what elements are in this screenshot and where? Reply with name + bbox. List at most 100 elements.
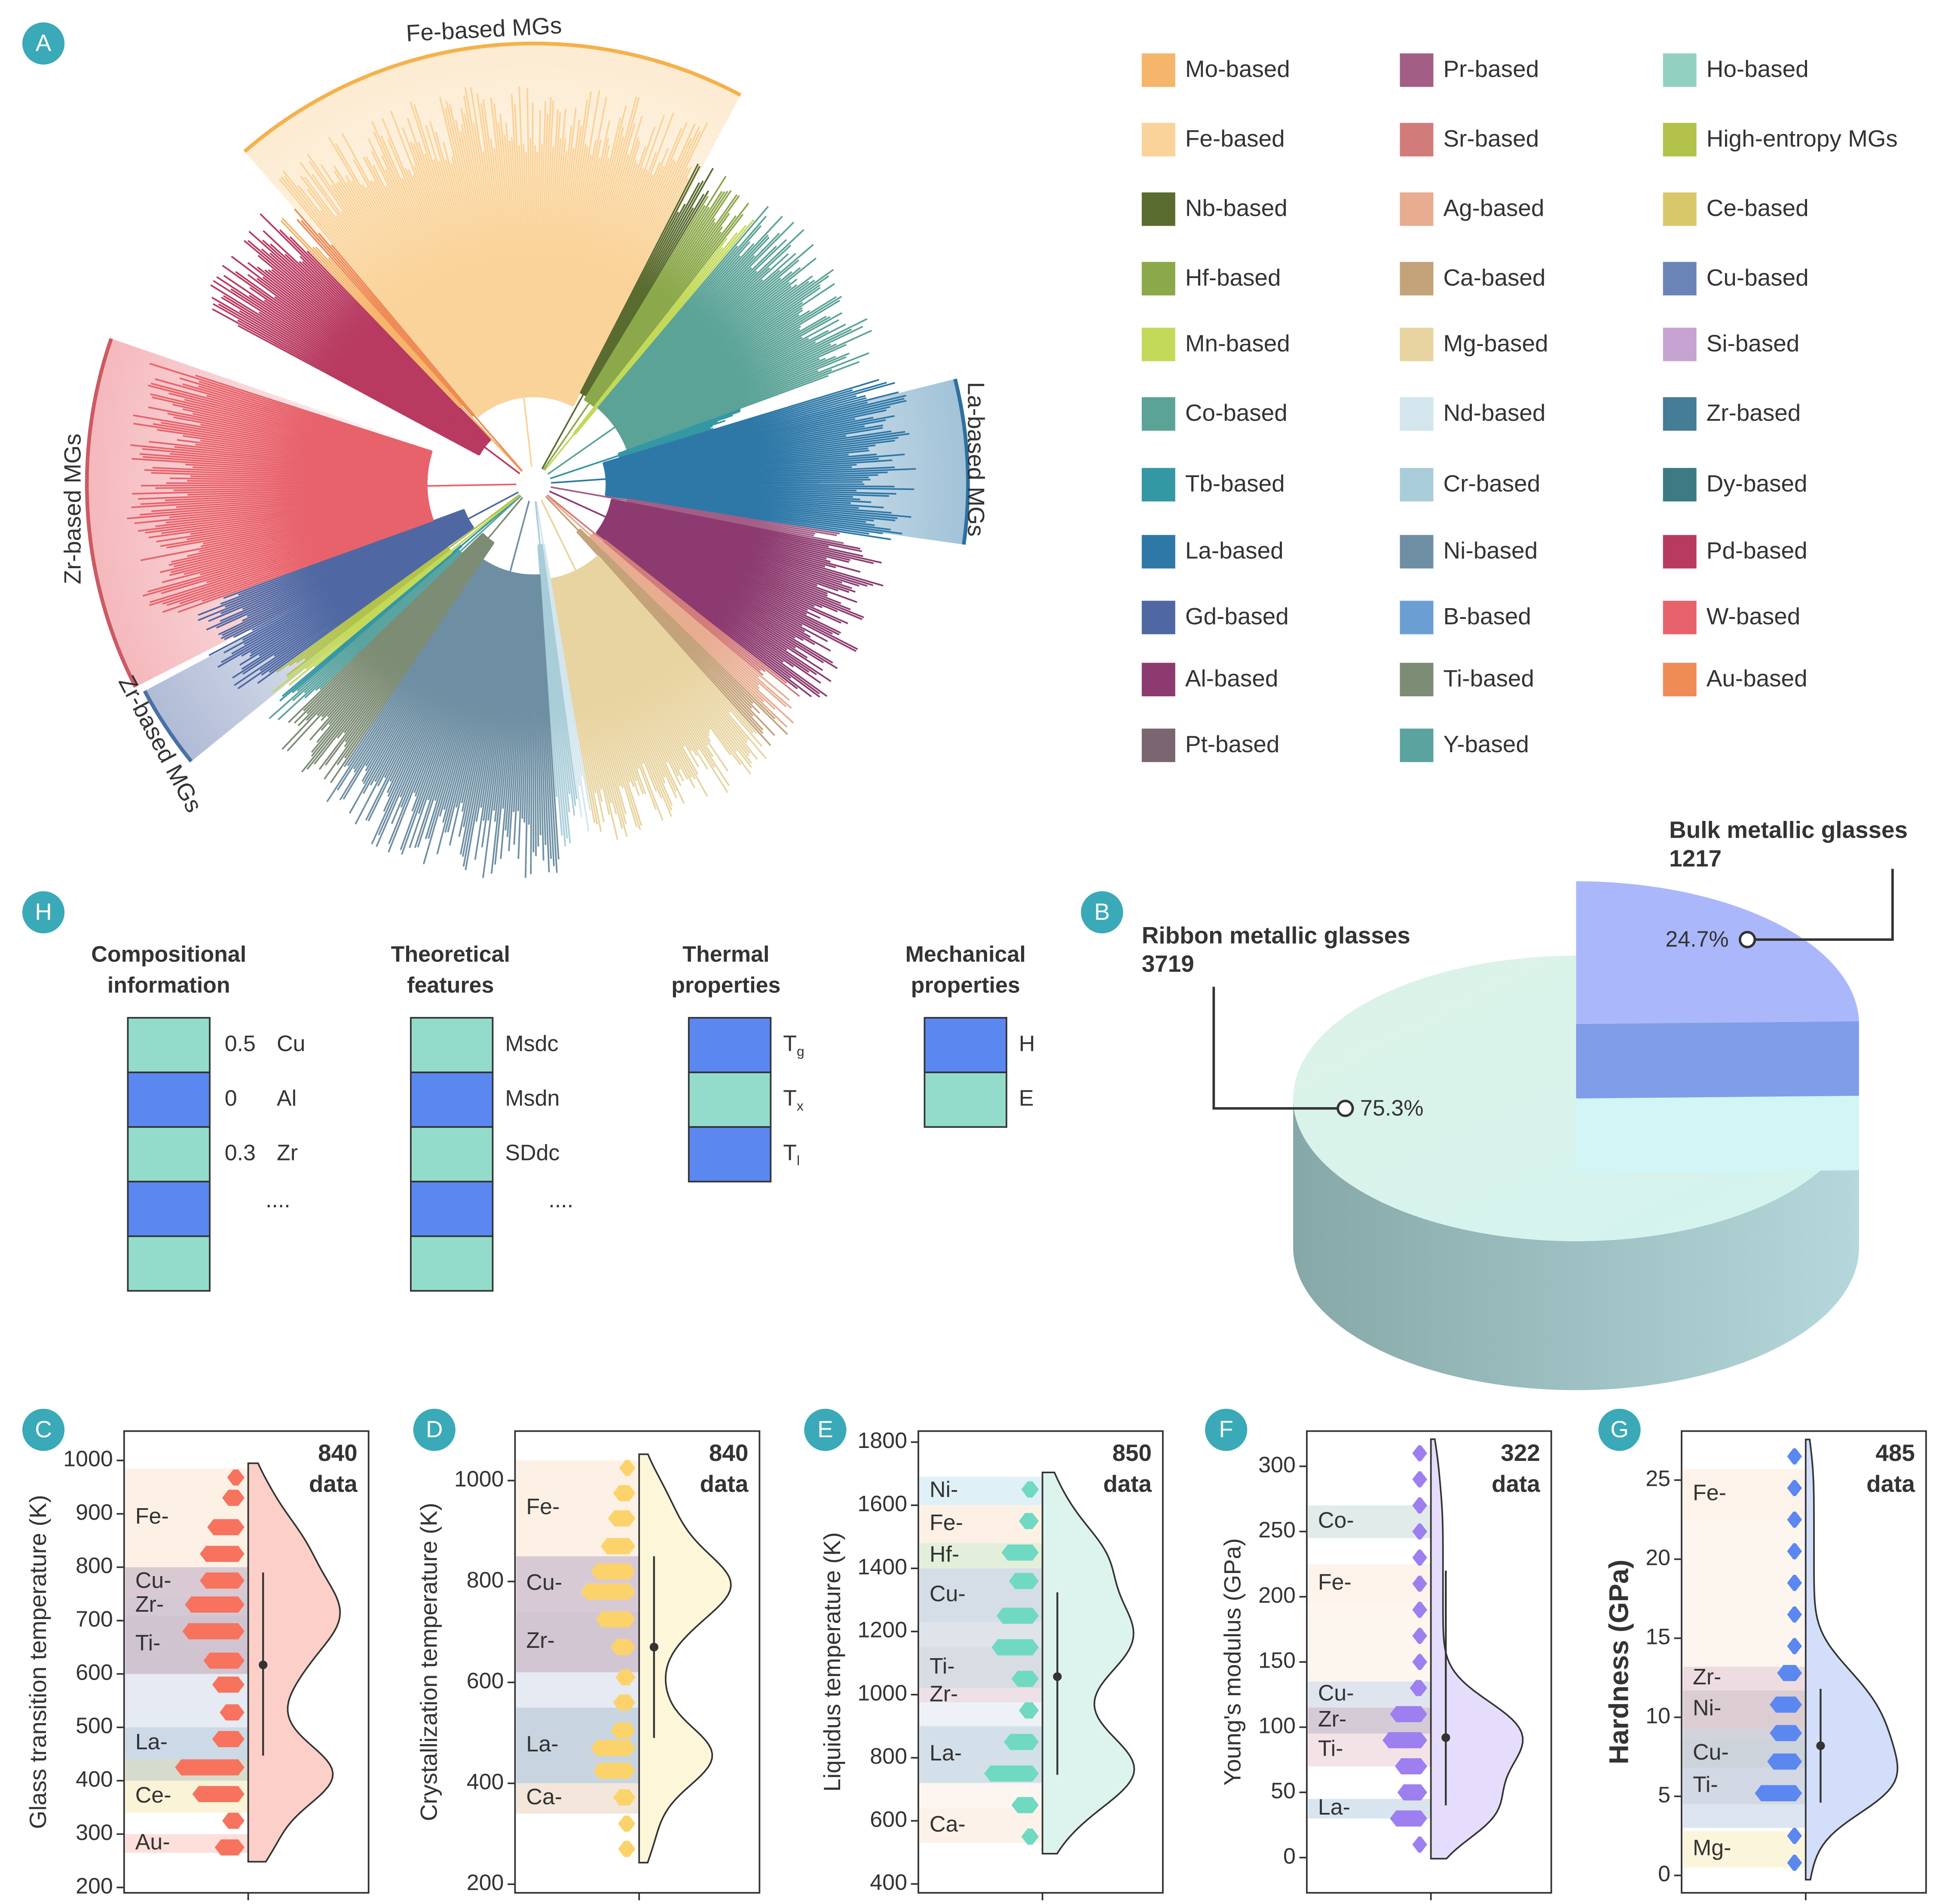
band-label: La-	[135, 1730, 168, 1754]
tree-branch	[590, 536, 794, 724]
tree-branch	[562, 115, 665, 402]
tree-branch	[621, 422, 624, 425]
tree-branch	[511, 94, 530, 397]
tree-branch	[598, 529, 821, 684]
tree-branch	[378, 567, 498, 836]
subscript: x	[797, 1098, 804, 1114]
tree-branch	[477, 395, 574, 418]
tree-branch	[566, 575, 646, 795]
tree-branch	[621, 330, 829, 439]
tree-branch	[296, 219, 474, 416]
tree-clade	[550, 409, 741, 480]
tree-branch	[509, 500, 530, 572]
tree-branch	[673, 379, 676, 381]
tree-branch	[612, 279, 798, 424]
tree-branch	[677, 606, 679, 609]
tree-branch	[460, 561, 462, 563]
tree-branch	[606, 515, 848, 624]
tree-branch	[387, 566, 496, 797]
tree-branch	[449, 386, 451, 389]
tree-branch	[592, 215, 737, 406]
histogram-bar	[610, 1639, 636, 1655]
tree-branch	[609, 259, 799, 420]
tree-branch	[494, 575, 526, 865]
tree-branch	[195, 374, 432, 452]
tree-branch	[563, 169, 648, 402]
tree-branch	[571, 168, 689, 406]
y-axis-label: Young's modulus (GPa)	[1219, 1538, 1245, 1786]
legend-label: Co-based	[1185, 399, 1288, 426]
tree-branch	[556, 123, 636, 400]
tree-branch	[607, 514, 862, 620]
tree-branch	[127, 492, 427, 520]
tree-branch	[661, 377, 663, 379]
histogram-bar	[1021, 1481, 1039, 1498]
tree-branch	[333, 165, 488, 410]
tree-branch	[575, 570, 682, 787]
tree-branch	[300, 220, 474, 416]
legend-label: W-based	[1707, 603, 1801, 630]
tree-branch	[604, 518, 840, 636]
tree-branch	[361, 184, 491, 409]
tree-branch	[367, 565, 495, 821]
tree-branch	[504, 135, 527, 397]
category-band	[919, 1477, 1043, 1506]
legend-label: Al-based	[1185, 665, 1278, 692]
tree-branch	[343, 559, 484, 768]
legend-swatch	[1141, 192, 1175, 226]
tree-branch	[232, 523, 472, 679]
legend-swatch	[1663, 262, 1697, 296]
tree-branch	[200, 511, 431, 575]
tree-branch	[597, 555, 758, 734]
legend-label: Mo-based	[1185, 55, 1290, 82]
tree-branch	[455, 119, 516, 399]
tree-branch	[563, 152, 657, 402]
count-text: data	[1103, 1470, 1152, 1497]
tree-branch	[567, 159, 675, 404]
tree-branch	[187, 500, 428, 540]
panel-badge	[804, 1408, 847, 1451]
band-label: Zr-	[135, 1592, 164, 1617]
tree-branch	[505, 122, 528, 397]
tree-branch	[681, 591, 684, 594]
tree-branch	[616, 302, 803, 429]
tree-branch	[662, 548, 664, 551]
histogram-bar	[222, 1490, 245, 1506]
tree-branch	[177, 439, 428, 472]
legend-swatch	[1141, 262, 1175, 296]
tree-branch	[506, 575, 528, 837]
histogram-bar	[1412, 1471, 1427, 1488]
tree-branch	[320, 164, 486, 412]
tree-branch	[505, 575, 527, 830]
band-label: Hf-	[930, 1542, 959, 1567]
category-band	[1682, 1519, 1806, 1667]
group-title: Compositional	[91, 942, 246, 967]
y-tick-label: 1000	[857, 1681, 907, 1706]
ellipsis: ....	[548, 1188, 573, 1212]
tree-branch	[422, 358, 424, 360]
histogram-bar	[1777, 1665, 1802, 1681]
tree-branch	[462, 266, 464, 269]
arc-label: La-based MGs	[963, 382, 989, 537]
tree-branch	[198, 385, 431, 455]
tree-branch	[162, 511, 431, 583]
tree-branch	[395, 394, 397, 396]
tree-branch	[343, 578, 345, 580]
tree-branch	[627, 361, 860, 450]
tree-branch	[445, 159, 512, 400]
tree-branch	[606, 267, 770, 417]
tree-branch	[762, 387, 765, 389]
tree-branch	[353, 561, 486, 773]
tree-branch	[494, 574, 524, 822]
tree-branch	[592, 231, 722, 406]
tree-branch	[538, 575, 558, 873]
tree-branch	[563, 112, 674, 403]
tree-branch	[611, 282, 790, 423]
count-number: 840	[709, 1439, 749, 1466]
tree-branch	[627, 501, 844, 544]
tree-branch	[199, 504, 429, 552]
tree-branch	[514, 104, 530, 397]
tree-branch	[478, 439, 492, 456]
tree-clade	[549, 490, 884, 698]
tree-branch	[173, 507, 430, 567]
